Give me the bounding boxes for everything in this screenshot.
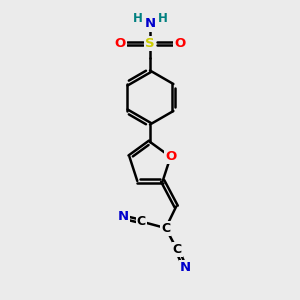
Text: N: N bbox=[118, 210, 129, 223]
Text: O: O bbox=[165, 150, 176, 163]
Text: H: H bbox=[158, 11, 167, 25]
Text: N: N bbox=[180, 261, 191, 274]
Text: H: H bbox=[133, 11, 142, 25]
Text: O: O bbox=[114, 37, 126, 50]
Text: N: N bbox=[144, 17, 156, 31]
Text: O: O bbox=[174, 37, 186, 50]
Text: C: C bbox=[161, 222, 170, 235]
Text: C: C bbox=[172, 243, 182, 256]
Text: C: C bbox=[136, 215, 146, 228]
Text: S: S bbox=[145, 37, 155, 50]
